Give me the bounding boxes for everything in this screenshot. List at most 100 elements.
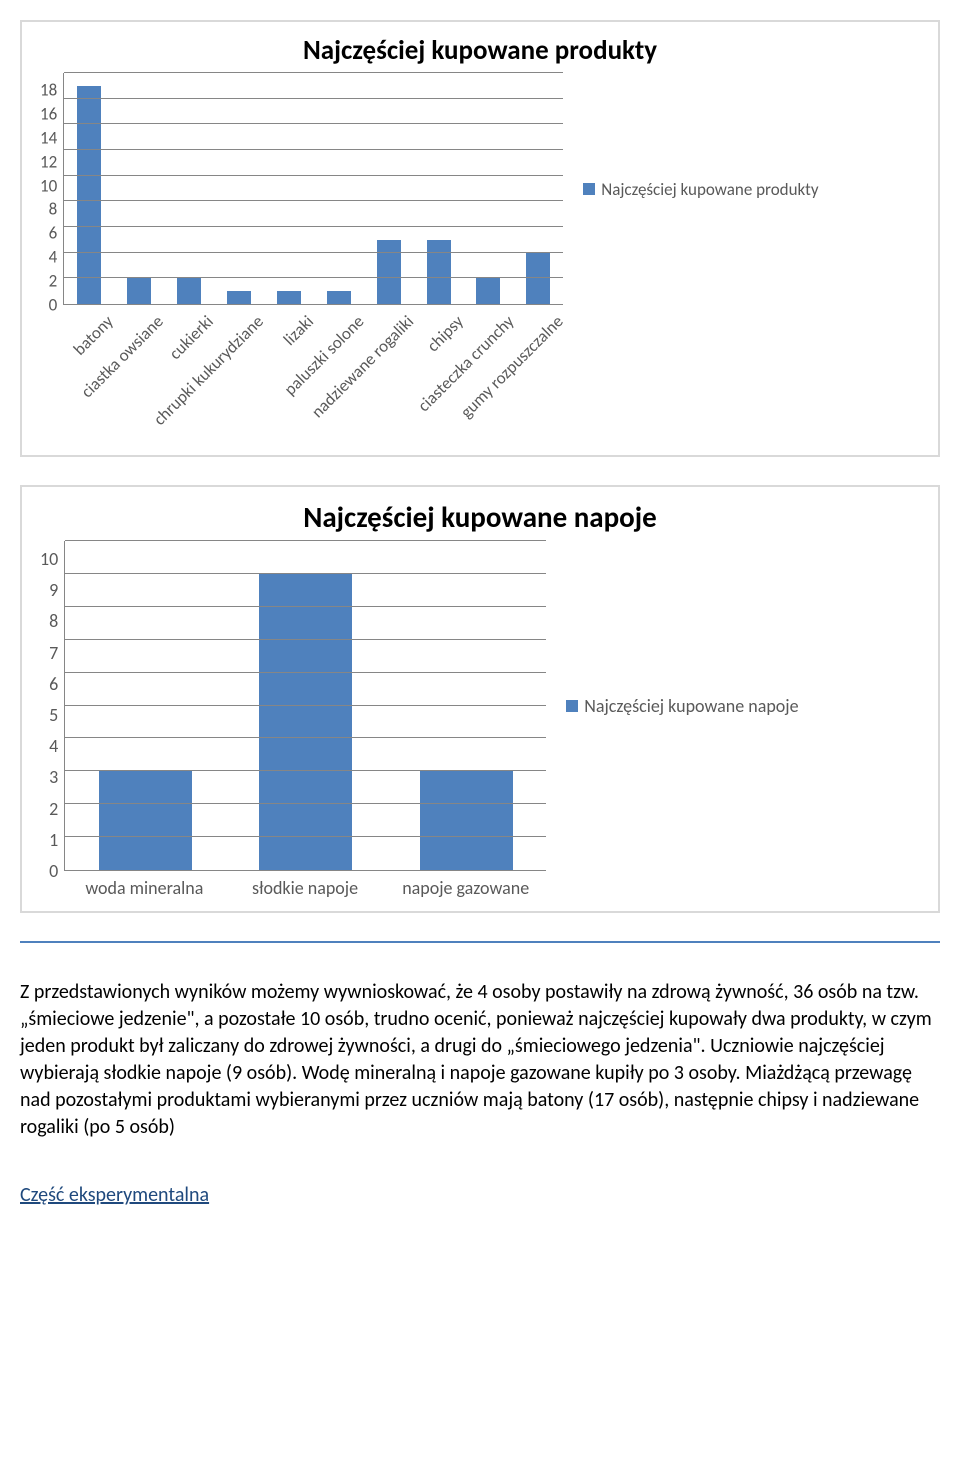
grid-line bbox=[64, 123, 563, 124]
chart2-plot-row: 109876543210 Najczęściej kupowane napoje bbox=[40, 541, 920, 871]
y-tick: 7 bbox=[49, 644, 58, 662]
x-tick: batony bbox=[63, 305, 113, 306]
x-tick: chipsy bbox=[413, 305, 463, 306]
y-tick: 6 bbox=[49, 225, 58, 242]
bar-slot bbox=[264, 73, 314, 304]
body-paragraph: Z przedstawionych wyników możemy wywnios… bbox=[20, 979, 940, 1141]
y-tick: 8 bbox=[49, 201, 58, 218]
chart2-title: Najczęściej kupowane napoje bbox=[40, 499, 920, 535]
chart-drinks: Najczęściej kupowane napoje 109876543210… bbox=[20, 485, 940, 913]
chart1-legend: Najczęściej kupowane produkty bbox=[583, 179, 818, 200]
x-tick: paluszki solone bbox=[313, 305, 363, 306]
chart2-bars bbox=[65, 541, 546, 870]
chart1-title: Najczęściej kupowane produkty bbox=[40, 34, 920, 67]
chart2-legend: Najczęściej kupowane napoje bbox=[566, 695, 798, 717]
bar bbox=[277, 291, 301, 304]
chart1-bars bbox=[64, 73, 563, 304]
y-tick: 18 bbox=[40, 82, 57, 99]
bar bbox=[427, 240, 451, 304]
y-tick: 10 bbox=[40, 177, 57, 194]
bar bbox=[420, 771, 513, 870]
bar-slot bbox=[65, 541, 225, 870]
chart2-plot-area bbox=[64, 541, 546, 871]
chart2-x-axis: woda mineralnasłodkie napojenapoje gazow… bbox=[64, 871, 546, 899]
grid-line bbox=[65, 803, 546, 804]
bar-slot bbox=[513, 73, 563, 304]
grid-line bbox=[65, 606, 546, 607]
grid-line bbox=[65, 672, 546, 673]
x-tick: woda mineralna bbox=[64, 877, 225, 899]
y-tick: 2 bbox=[49, 273, 58, 290]
chart1-plot-area bbox=[63, 73, 563, 305]
y-tick: 1 bbox=[49, 831, 58, 849]
y-tick: 6 bbox=[49, 675, 58, 693]
legend-swatch-icon bbox=[566, 700, 578, 712]
x-tick: chrupki kukurydziane bbox=[213, 305, 263, 306]
y-tick: 0 bbox=[49, 296, 58, 313]
chart1-x-axis: batonyciastka owsianecukierkichrupki kuk… bbox=[63, 305, 563, 443]
grid-line bbox=[65, 770, 546, 771]
bar bbox=[259, 574, 352, 870]
bar bbox=[327, 291, 351, 304]
y-tick: 12 bbox=[40, 153, 57, 170]
section-divider bbox=[20, 941, 940, 943]
y-tick: 14 bbox=[40, 129, 57, 146]
grid-line bbox=[65, 540, 546, 541]
y-tick: 9 bbox=[49, 581, 58, 599]
y-tick: 0 bbox=[49, 862, 58, 880]
y-tick: 16 bbox=[40, 105, 57, 122]
grid-line bbox=[64, 226, 563, 227]
grid-line bbox=[64, 72, 563, 73]
x-tick: napoje gazowane bbox=[385, 877, 546, 899]
grid-line bbox=[64, 277, 563, 278]
bar-slot bbox=[386, 541, 546, 870]
grid-line bbox=[65, 639, 546, 640]
grid-line bbox=[64, 200, 563, 201]
y-tick: 10 bbox=[40, 550, 58, 568]
x-tick: słodkie napoje bbox=[225, 877, 386, 899]
grid-line bbox=[64, 252, 563, 253]
y-tick: 4 bbox=[49, 737, 58, 755]
bar-slot bbox=[414, 73, 464, 304]
bar bbox=[77, 86, 101, 304]
chart-products: Najczęściej kupowane produkty 18 16 14 12 10… bbox=[20, 20, 940, 457]
bar-slot bbox=[64, 73, 114, 304]
bar-slot bbox=[463, 73, 513, 304]
bar bbox=[177, 278, 201, 304]
grid-line bbox=[64, 175, 563, 176]
chart1-y-axis: 181614121086420 bbox=[40, 73, 63, 305]
x-tick: cukierki bbox=[163, 305, 213, 306]
bar-slot bbox=[164, 73, 214, 304]
grid-line bbox=[65, 836, 546, 837]
y-tick: 4 bbox=[49, 249, 58, 266]
x-tick: ciasteczka crunchy bbox=[463, 305, 513, 306]
bar bbox=[99, 771, 192, 870]
bar bbox=[127, 278, 151, 304]
grid-line bbox=[65, 737, 546, 738]
chart1-legend-label: Najczęściej kupowane produkty bbox=[601, 179, 818, 200]
y-tick: 5 bbox=[49, 706, 58, 724]
x-tick: lizaki bbox=[263, 305, 313, 306]
y-tick: 8 bbox=[49, 612, 58, 630]
bar-slot bbox=[226, 541, 386, 870]
grid-line bbox=[65, 705, 546, 706]
y-tick: 3 bbox=[49, 768, 58, 786]
bar-slot bbox=[364, 73, 414, 304]
chart2-y-axis: 109876543210 bbox=[40, 541, 64, 871]
grid-line bbox=[64, 149, 563, 150]
chart1-plot-row: 181614121086420 Najczęściej kupowane pro… bbox=[40, 73, 920, 305]
chart2-legend-label: Najczęściej kupowane napoje bbox=[584, 695, 798, 717]
bar-slot bbox=[314, 73, 364, 304]
grid-line bbox=[64, 98, 563, 99]
bar bbox=[377, 240, 401, 304]
bar bbox=[227, 291, 251, 304]
y-tick: 2 bbox=[49, 800, 58, 818]
bar-slot bbox=[114, 73, 164, 304]
x-tick: gumy rozpuszczalne bbox=[513, 305, 563, 306]
section-heading: Część eksperymentalna bbox=[20, 1183, 940, 1207]
x-tick: nadziewane rogaliki bbox=[363, 305, 413, 306]
legend-swatch-icon bbox=[583, 183, 595, 195]
x-tick: ciastka owsiane bbox=[113, 305, 163, 306]
bar bbox=[476, 278, 500, 304]
grid-line bbox=[65, 573, 546, 574]
